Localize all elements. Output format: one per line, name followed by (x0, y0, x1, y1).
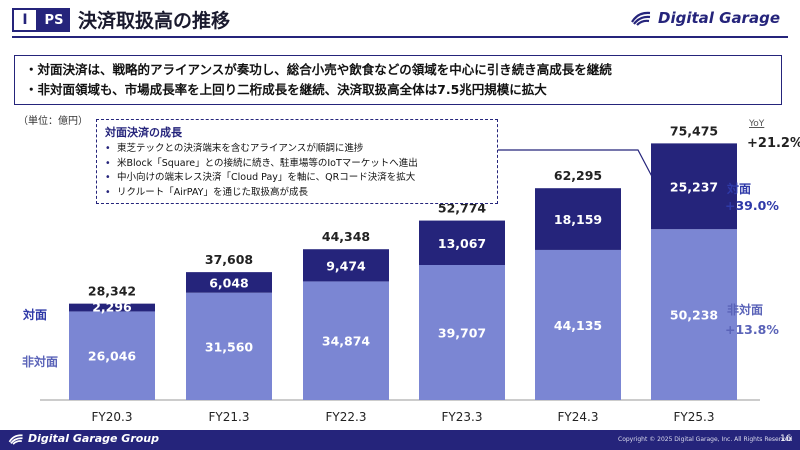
x-tick-label: FY23.3 (442, 410, 483, 424)
section-number: I (12, 8, 38, 32)
data-label-offline: 26,046 (88, 349, 137, 364)
data-label-online: 6,048 (209, 275, 249, 290)
brand-name: Digital Garage (658, 9, 780, 27)
data-label-offline: 39,707 (438, 325, 486, 340)
data-label-online: 18,159 (554, 212, 602, 227)
slide-footer: Digital Garage Group Copyright © 2025 Di… (0, 430, 800, 450)
x-tick-label: FY24.3 (558, 410, 599, 424)
section-name: PS (38, 8, 70, 32)
bar-online (303, 249, 389, 282)
series-label-offline: 非対面 (22, 354, 58, 369)
bar-offline (535, 249, 621, 400)
unit-note: （単位：億円） (18, 116, 88, 127)
data-label-total: 37,608 (205, 252, 253, 267)
data-label-total: 75,475 (670, 123, 718, 138)
summary-line: ・非対面領域も、市場成長率を上回り二桁成長を継続、決済取扱高全体は7.5兆円規模… (25, 82, 547, 97)
summary-line: ・対面決済は、戦略的アライアンスが奏功し、総合小売や飲食などの領域を中心に引き続… (25, 62, 612, 77)
page-number: 16 (780, 434, 792, 444)
data-label-online: 9,474 (326, 258, 366, 273)
data-label-offline: 31,560 (205, 339, 254, 354)
footer-brand-name: Digital Garage Group (28, 432, 160, 445)
summary-box: ・対面決済は、戦略的アライアンスが奏功し、総合小売や飲食などの領域を中心に引き続… (14, 55, 782, 105)
section-tag: I PS (12, 8, 70, 32)
bar-online (535, 188, 621, 250)
yoy-online: +39.0% (725, 198, 779, 213)
bar-offline (651, 229, 737, 400)
x-tick-label: FY22.3 (326, 410, 367, 424)
digital-garage-logo-icon (8, 433, 23, 445)
data-label-online: 13,067 (438, 236, 486, 251)
bar-online (651, 143, 737, 230)
bar-online (186, 272, 272, 293)
x-tick-label: FY20.3 (92, 410, 133, 424)
yoy-total: +21.2% (747, 136, 800, 151)
callout-item: 東芝テックとの決済端末を含むアライアンスが順調に進捗 (105, 142, 489, 157)
data-label-offline: 34,874 (322, 334, 371, 349)
callout-connector-dot (655, 187, 661, 193)
slide-header: I PS 決済取扱高の推移 Digital Garage (0, 0, 800, 38)
x-tick-label: FY21.3 (209, 410, 250, 424)
data-label-total: 28,342 (88, 284, 136, 299)
data-label-total: 52,774 (438, 201, 487, 216)
yoy-online-label: 対面 (726, 181, 751, 196)
data-label-online: 25,237 (670, 179, 718, 194)
yoy-offline: +13.8% (725, 322, 779, 337)
bar-offline (419, 264, 505, 400)
page-title: 決済取扱高の推移 (78, 10, 231, 32)
copyright-text: Copyright © 2025 Digital Garage, Inc. Al… (618, 436, 793, 443)
data-label-online: 2,296 (92, 300, 132, 315)
header-divider (12, 36, 788, 38)
bar-online (69, 303, 155, 312)
data-label-offline: 44,135 (554, 318, 602, 333)
series-label-online: 対面 (22, 307, 47, 322)
brand-logo: Digital Garage (630, 9, 780, 27)
callout-title: 対面決済の成長 (105, 126, 182, 139)
offline-growth-callout: 対面決済の成長 東芝テックとの決済端末を含むアライアンスが順調に進捗 米Bloc… (96, 119, 498, 204)
callout-item: 中小向けの端末レス決済「Cloud Pay」を軸に、QRコード決済を拡大 (105, 171, 489, 186)
data-label-offline: 50,238 (670, 308, 718, 323)
callout-item: 米Block「Square」との接続に続き、駐車場等のIoTマーケットへ進出 (105, 157, 489, 172)
yoy-offline-label: 非対面 (727, 302, 763, 317)
yoy-heading: YoY (749, 119, 765, 129)
x-tick-label: FY25.3 (674, 410, 715, 424)
data-label-total: 62,295 (554, 168, 602, 183)
bar-offline (69, 311, 155, 400)
bar-offline (303, 281, 389, 400)
bar-offline (186, 292, 272, 400)
data-label-total: 44,348 (322, 229, 370, 244)
bar-online (419, 220, 505, 265)
callout-item: リクルート「AirPAY」を通じた取扱高が成長 (105, 186, 489, 201)
digital-garage-logo-icon (631, 11, 651, 26)
footer-brand: Digital Garage Group (8, 432, 159, 445)
callout-connector (498, 149, 659, 189)
